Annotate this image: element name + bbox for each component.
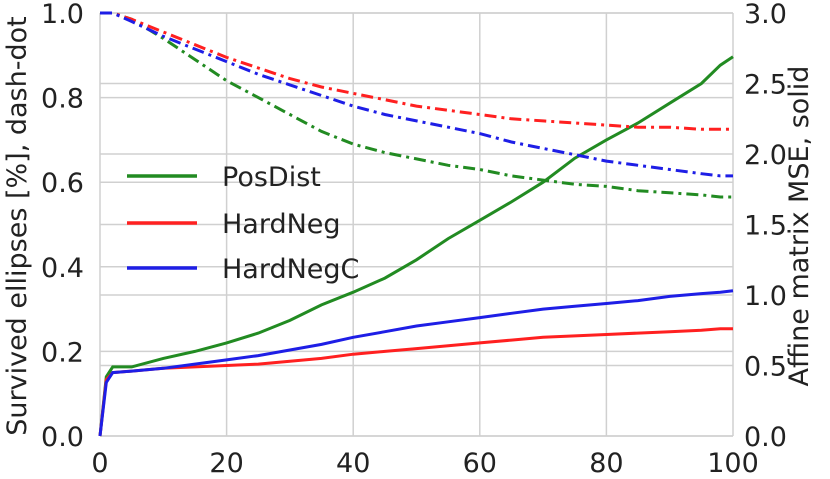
left-y-tick-label: 0.4 xyxy=(41,253,84,284)
x-tick-labels: 0 20 40 60 80 100 xyxy=(91,448,758,479)
right-y-axis-title: Affine matrix MSE, solid xyxy=(784,66,815,387)
left-y-tick-label: 0.8 xyxy=(41,84,84,115)
left-y-axis-title: Survived ellipses [%], dash-dot xyxy=(2,16,33,435)
mse-line-posdist xyxy=(98,55,734,437)
left-y-tick-label: 0.2 xyxy=(41,337,84,368)
right-y-tick-label: 3.0 xyxy=(744,0,787,30)
legend-label-hardneg: HardNeg xyxy=(222,209,341,240)
right-y-tick-label: 2.5 xyxy=(744,70,787,101)
left-y-tick-label: 1.0 xyxy=(41,0,84,30)
series-lines xyxy=(98,11,734,437)
legend-label-posdist: PosDist xyxy=(222,162,321,193)
right-y-tick-label: 0.5 xyxy=(744,352,787,383)
survived-line-posdist xyxy=(100,11,733,199)
mse-line-hardneg xyxy=(98,327,733,437)
right-y-tick-label: 2.0 xyxy=(744,140,787,171)
right-y-tick-label: 1.5 xyxy=(744,211,787,242)
survived-line-hardneg xyxy=(100,11,733,131)
x-tick-label: 20 xyxy=(209,448,243,479)
left-y-tick-label: 0.0 xyxy=(41,422,84,453)
survived-line-hardnegc xyxy=(100,11,733,178)
x-tick-label: 40 xyxy=(336,448,370,479)
right-y-tick-label: 0.0 xyxy=(744,422,787,453)
right-y-tick-labels: 0.0 0.5 1.0 1.5 2.0 2.5 3.0 xyxy=(744,0,787,453)
x-tick-label: 60 xyxy=(463,448,497,479)
x-tick-label: 0 xyxy=(91,448,108,479)
right-y-tick-label: 1.0 xyxy=(744,281,787,312)
x-tick-label: 80 xyxy=(589,448,623,479)
left-y-tick-labels: 0.0 0.2 0.4 0.6 0.8 1.0 xyxy=(41,0,84,453)
legend-label-hardnegc: HardNegC xyxy=(222,254,359,285)
mse-line-hardnegc xyxy=(98,289,734,437)
legend: PosDist HardNeg HardNegC xyxy=(127,162,359,285)
grid-lines xyxy=(99,12,734,437)
x-tick-label: 100 xyxy=(707,448,759,479)
left-y-tick-label: 0.6 xyxy=(41,168,84,199)
